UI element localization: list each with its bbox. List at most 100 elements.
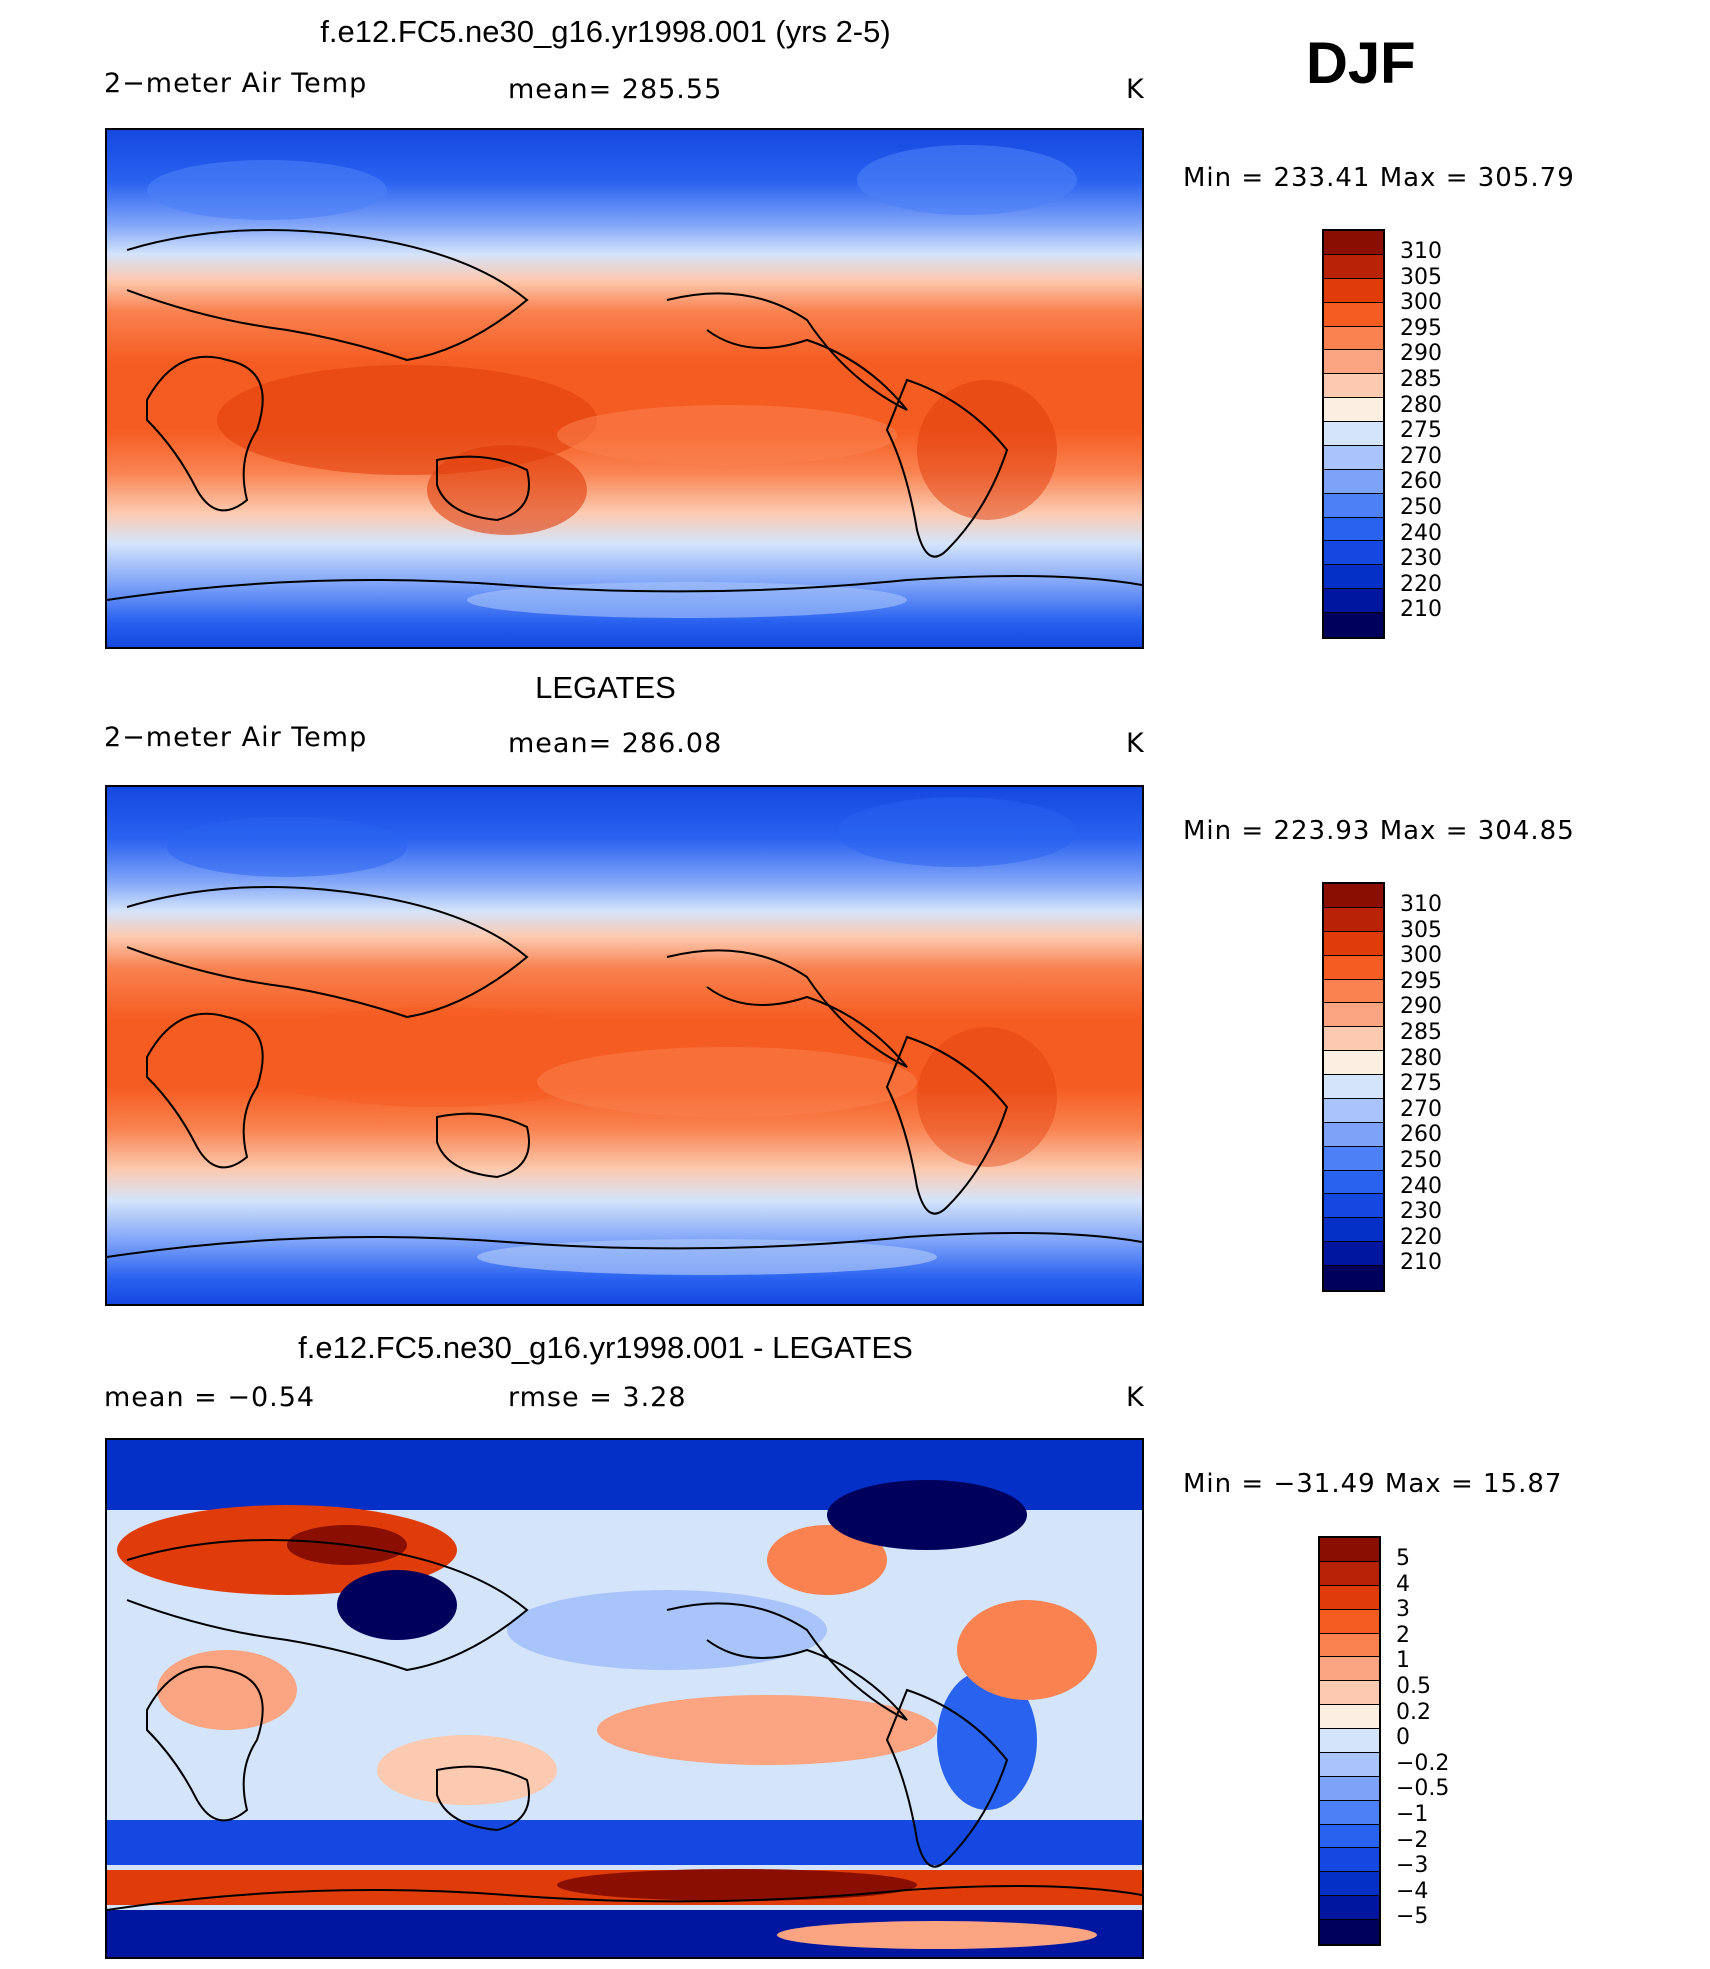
colorbar-tick-label: −4	[1396, 1878, 1429, 1904]
panel-1-mean-label: mean= 285.55	[508, 74, 723, 105]
colorbar-swatch	[1324, 231, 1383, 255]
panel-3-units-label: K	[1126, 1382, 1145, 1413]
season-label: DJF	[1306, 31, 1416, 96]
panel-2-mean-label: mean= 286.08	[508, 728, 723, 759]
colorbar-swatch	[1324, 326, 1383, 351]
colorbar-swatch	[1320, 1681, 1379, 1706]
panel-3-colorbar-swatches	[1320, 1538, 1379, 1944]
colorbar-tick-label: 305	[1400, 917, 1442, 943]
panel-2-colorbar	[1322, 882, 1385, 1292]
colorbar-tick-label: 210	[1400, 1250, 1442, 1276]
colorbar-swatch	[1324, 1242, 1383, 1266]
colorbar-swatch	[1324, 1027, 1383, 1052]
panel-1-map	[105, 128, 1144, 649]
colorbar-tick-label: −5	[1396, 1904, 1429, 1930]
colorbar-swatch	[1324, 1098, 1383, 1123]
colorbar-tick-label: 0	[1396, 1725, 1410, 1751]
panel-2-colorbar-swatches	[1324, 884, 1383, 1290]
panel-3-mean-label: mean = −0.54	[104, 1382, 316, 1413]
colorbar-tick-label: 240	[1400, 1173, 1442, 1199]
colorbar-swatch	[1324, 1122, 1383, 1147]
colorbar-tick-label: 270	[1400, 443, 1442, 469]
colorbar-swatch	[1320, 1920, 1379, 1944]
colorbar-swatch	[1324, 541, 1383, 566]
colorbar-tick-label: 280	[1400, 392, 1442, 418]
colorbar-tick-label: −3	[1396, 1853, 1429, 1879]
colorbar-swatch	[1324, 979, 1383, 1004]
colorbar-tick-label: 220	[1400, 1224, 1442, 1250]
colorbar-tick-label: 5	[1396, 1546, 1410, 1571]
colorbar-swatch	[1324, 1218, 1383, 1243]
colorbar-tick-label: −2	[1396, 1827, 1429, 1853]
colorbar-tick-label: 285	[1400, 367, 1442, 392]
colorbar-swatch	[1320, 1872, 1379, 1897]
panel-1-map-svg	[107, 130, 1142, 647]
colorbar-swatch	[1320, 1633, 1379, 1658]
colorbar-swatch	[1320, 1729, 1379, 1753]
colorbar-tick-label: 0.5	[1396, 1674, 1431, 1699]
colorbar-tick-label: 285	[1400, 1020, 1442, 1045]
colorbar-tick-label: 300	[1400, 290, 1442, 316]
colorbar-swatch	[1320, 1752, 1379, 1777]
colorbar-swatch	[1324, 907, 1383, 932]
panel-3-rmse-label: rmse = 3.28	[508, 1382, 687, 1413]
colorbar-swatch	[1324, 884, 1383, 908]
colorbar-swatch	[1320, 1896, 1379, 1920]
colorbar-tick-label: 310	[1400, 892, 1442, 917]
colorbar-swatch	[1320, 1657, 1379, 1682]
colorbar-swatch	[1320, 1800, 1379, 1825]
colorbar-swatch	[1324, 278, 1383, 303]
panel-3-map-svg	[107, 1440, 1142, 1957]
colorbar-swatch	[1320, 1824, 1379, 1849]
panel-3-minmax: Min = −31.49 Max = 15.87	[1183, 1469, 1563, 1499]
colorbar-tick-label: 2	[1396, 1622, 1410, 1648]
colorbar-tick-label: −0.2	[1396, 1750, 1450, 1776]
colorbar-swatch	[1324, 374, 1383, 399]
colorbar-tick-label: 210	[1400, 597, 1442, 623]
colorbar-swatch	[1324, 398, 1383, 422]
panel-1-colorbar-swatches	[1324, 231, 1383, 637]
colorbar-swatch	[1320, 1848, 1379, 1873]
panel-2-title: LEGATES	[535, 670, 676, 705]
colorbar-swatch	[1324, 613, 1383, 637]
panel-1-variable-label: 2−meter Air Temp	[104, 68, 368, 99]
colorbar-swatch	[1324, 565, 1383, 590]
colorbar-swatch	[1324, 1170, 1383, 1195]
colorbar-swatch	[1324, 469, 1383, 494]
colorbar-tick-label: 260	[1400, 469, 1442, 495]
colorbar-swatch	[1324, 1075, 1383, 1099]
colorbar-swatch	[1320, 1538, 1379, 1562]
colorbar-tick-label: 270	[1400, 1096, 1442, 1122]
colorbar-tick-label: 310	[1400, 239, 1442, 264]
panel-2-variable-label: 2−meter Air Temp	[104, 722, 368, 753]
colorbar-tick-label: 305	[1400, 264, 1442, 290]
colorbar-swatch	[1324, 1146, 1383, 1171]
colorbar-swatch	[1324, 931, 1383, 956]
panel-2-units-label: K	[1126, 728, 1145, 759]
colorbar-tick-label: 1	[1396, 1648, 1410, 1674]
panel-1-title: f.e12.FC5.ne30_g16.yr1998.001 (yrs 2-5)	[320, 14, 891, 49]
colorbar-tick-label: −1	[1396, 1802, 1429, 1827]
panel-1-minmax: Min = 233.41 Max = 305.79	[1183, 163, 1575, 193]
panel-1-colorbar	[1322, 229, 1385, 639]
colorbar-swatch	[1324, 445, 1383, 470]
colorbar-swatch	[1324, 422, 1383, 446]
panel-3-map	[105, 1438, 1144, 1959]
colorbar-swatch	[1324, 1051, 1383, 1075]
colorbar-swatch	[1324, 1266, 1383, 1290]
panel-3-colorbar	[1318, 1536, 1381, 1946]
colorbar-swatch	[1320, 1705, 1379, 1729]
colorbar-swatch	[1324, 493, 1383, 518]
panel-3-title: f.e12.FC5.ne30_g16.yr1998.001 - LEGATES	[298, 1330, 913, 1365]
colorbar-swatch	[1324, 302, 1383, 327]
colorbar-tick-label: 230	[1400, 546, 1442, 572]
colorbar-tick-label: 275	[1400, 418, 1442, 444]
colorbar-swatch	[1324, 589, 1383, 613]
colorbar-swatch	[1320, 1776, 1379, 1801]
colorbar-tick-label: 240	[1400, 520, 1442, 546]
colorbar-tick-label: 300	[1400, 943, 1442, 969]
panel-2-minmax: Min = 223.93 Max = 304.85	[1183, 816, 1575, 846]
colorbar-tick-label: 250	[1400, 1148, 1442, 1173]
colorbar-tick-label: 295	[1400, 968, 1442, 994]
colorbar-swatch	[1320, 1585, 1379, 1610]
